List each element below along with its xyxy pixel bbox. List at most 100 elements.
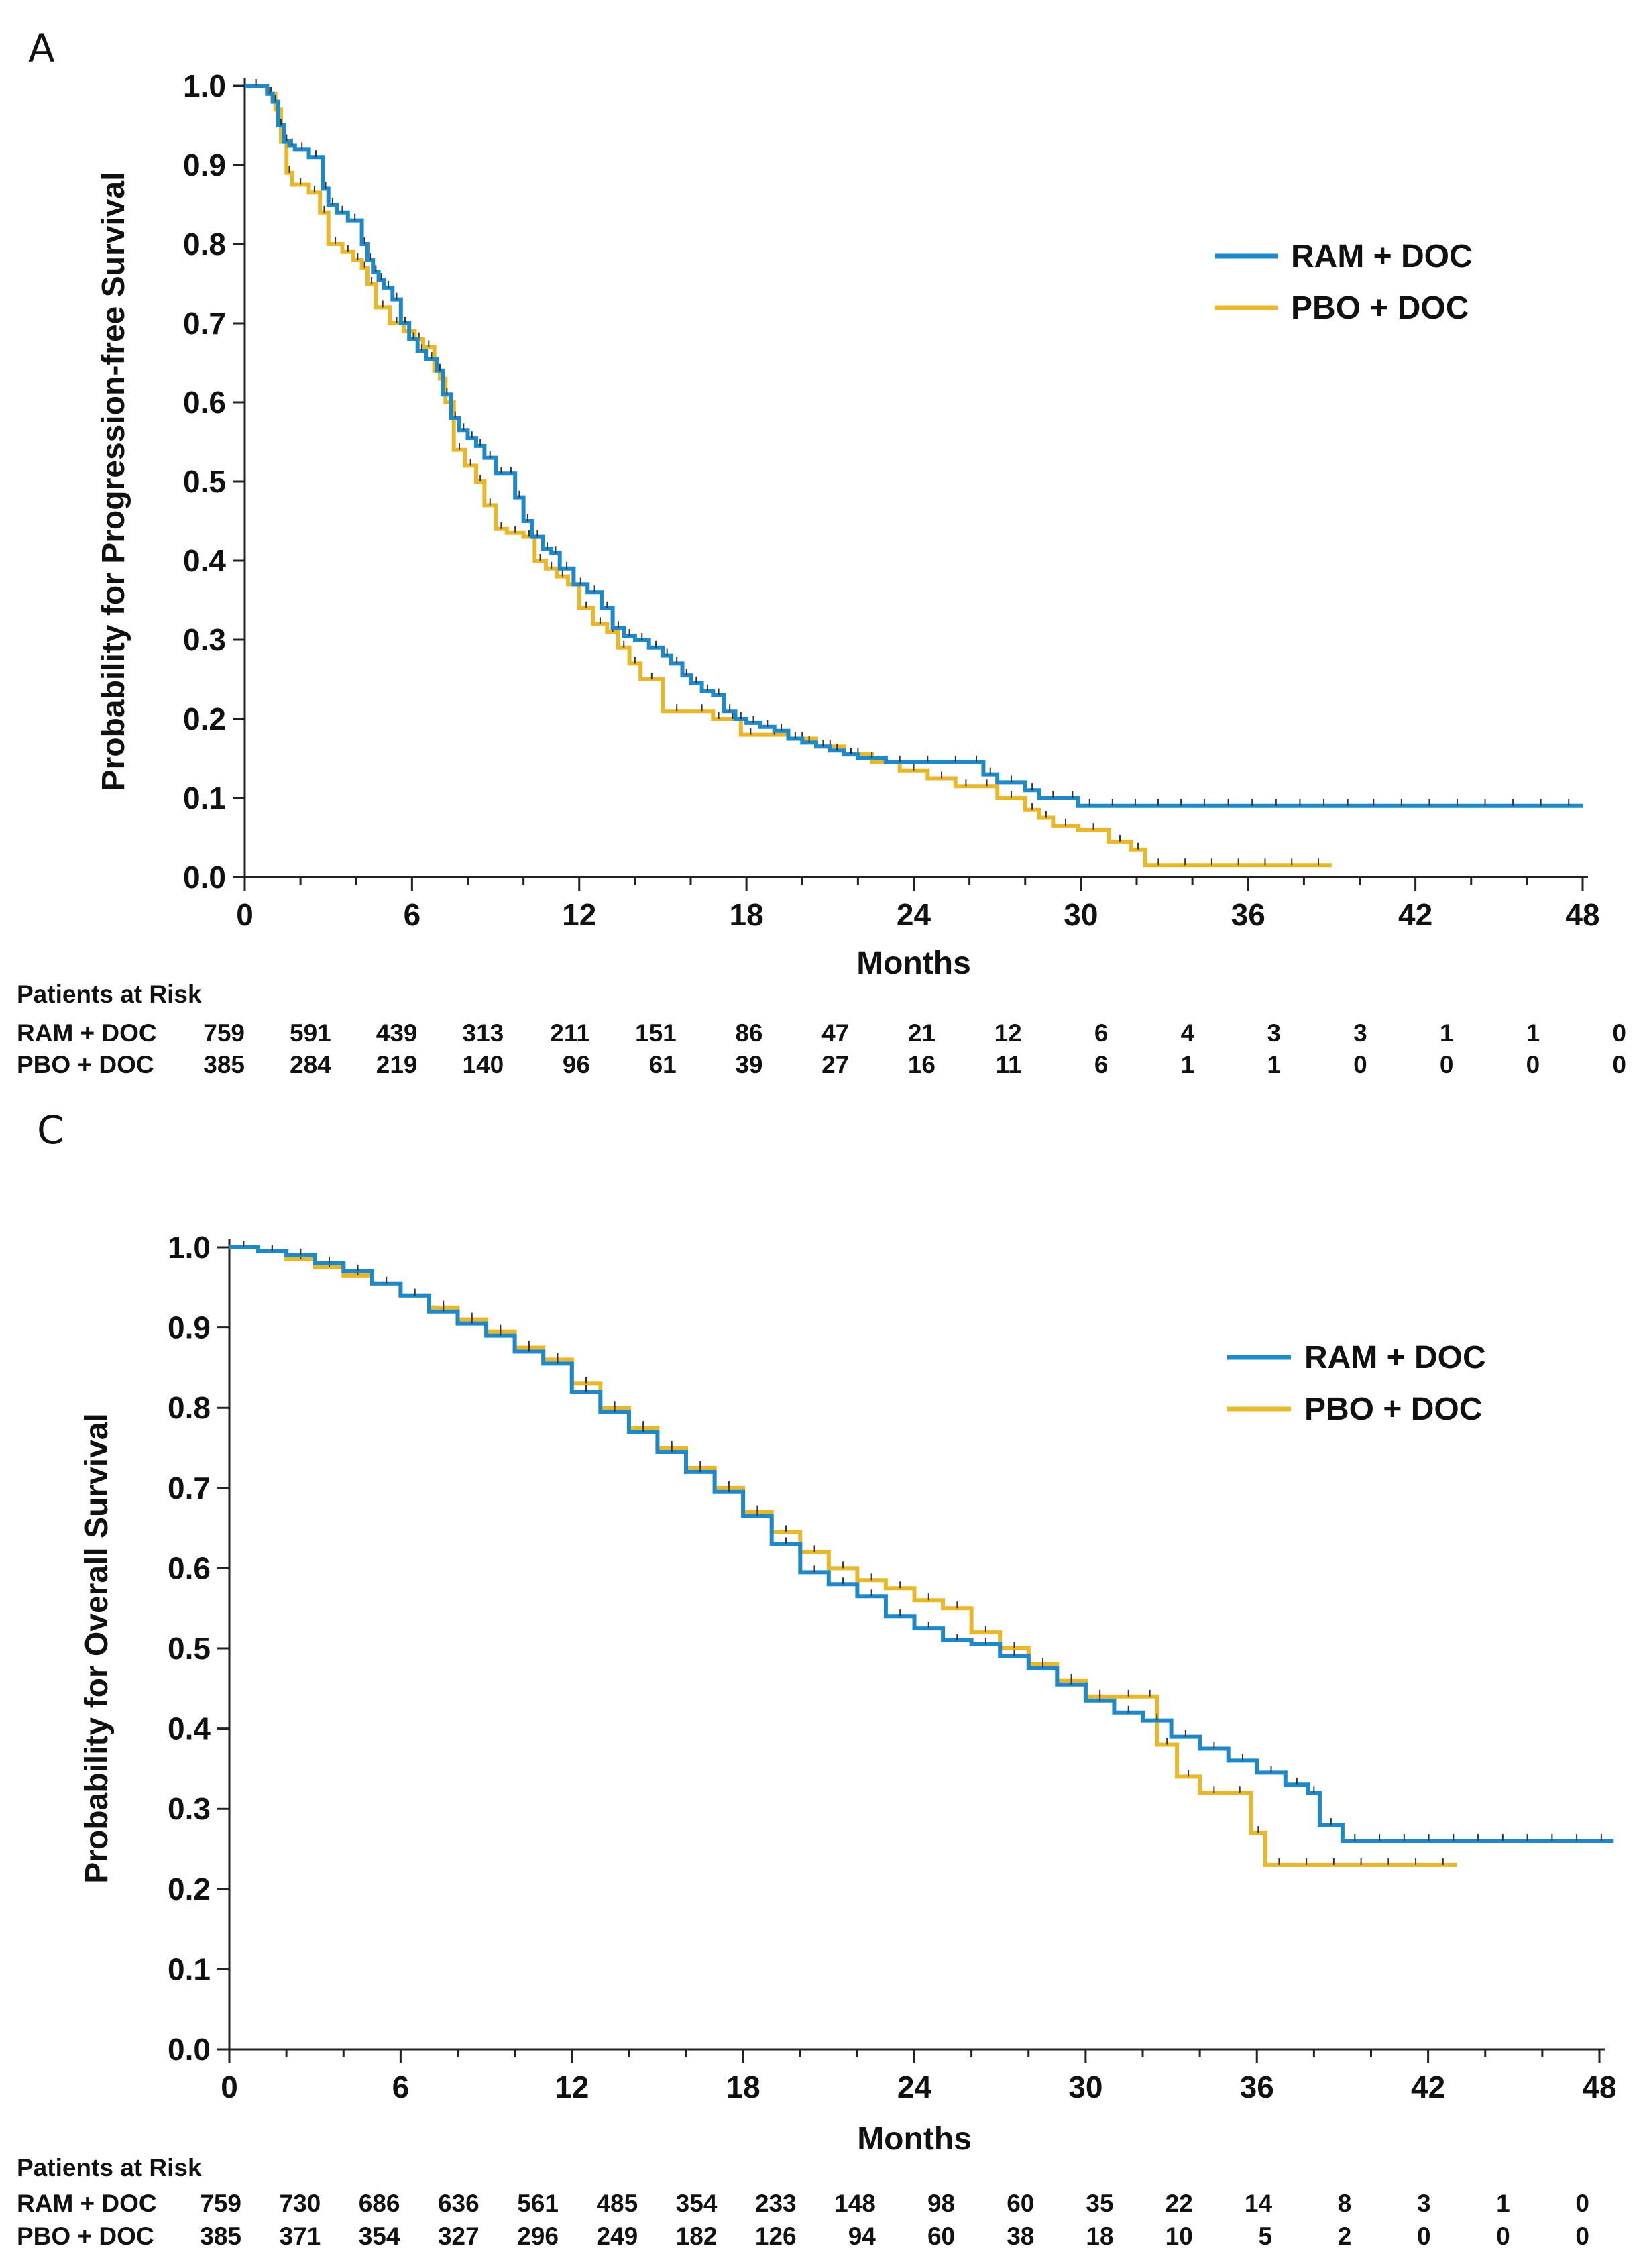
y-tick-label: 0.8 [183, 227, 226, 262]
risk-count: 1 [1526, 1019, 1540, 1047]
risk-count: 11 [996, 1051, 1022, 1078]
x-tick-label: 24 [897, 897, 931, 932]
risk-count: 2 [1338, 2222, 1352, 2250]
legend-label-pbo-doc: PBO + DOC [1291, 290, 1469, 326]
x-tick-label: 48 [1582, 2069, 1616, 2104]
x-tick-label: 18 [726, 2069, 760, 2104]
risk-count: 35 [1086, 2190, 1113, 2217]
risk-count: 636 [438, 2190, 479, 2217]
risk-count: 18 [1086, 2222, 1113, 2250]
risk-count: 591 [290, 1019, 331, 1047]
legend-label-pbo-doc: PBO + DOC [1304, 1392, 1482, 1427]
risk-count: 0 [1612, 1051, 1626, 1078]
risk-count: 1 [1267, 1051, 1281, 1078]
x-tick-label: 6 [404, 897, 421, 932]
risk-count: 140 [463, 1051, 504, 1078]
panel-a-plot-area: 0.0 0.1 0.2 0.3 0.4 0.5 0.6 0.7 0.8 0.9 1.0 0 6 12 18 2… [17, 68, 1626, 1078]
risk-count: 27 [821, 1051, 849, 1078]
risk-count: 148 [834, 2190, 876, 2217]
risk-count: 96 [563, 1051, 590, 1078]
x-tick-label: 36 [1240, 2069, 1274, 2104]
risk-row-label: RAM + DOC [17, 2190, 157, 2217]
risk-count: 284 [290, 1051, 331, 1078]
y-tick-label: 0.7 [168, 1471, 211, 1506]
panel-c-plot-area: 0.00.10.20.30.40.50.60.70.80.91.00 6 12 18 2… [17, 1230, 1617, 2250]
risk-count: 0 [1353, 1051, 1367, 1078]
risk-count: 47 [821, 1019, 849, 1047]
y-tick-label: 0.9 [168, 1310, 211, 1345]
series-line-ram-doc [245, 84, 1583, 808]
risk-count: 10 [1166, 2222, 1193, 2250]
risk-count: 371 [280, 2222, 321, 2250]
x-tick-label: 18 [730, 897, 764, 932]
x-tick-label: 42 [1398, 897, 1432, 932]
y-tick-label: 0.6 [183, 385, 226, 420]
x-tick-label: 0 [221, 2069, 238, 2104]
y-axis-title: Probability for Progression-free Surviva… [96, 172, 131, 791]
risk-count: 1 [1440, 1019, 1454, 1047]
y-tick-label: 0.4 [183, 543, 226, 578]
risk-row-label: PBO + DOC [17, 1051, 154, 1078]
risk-count: 354 [359, 2222, 400, 2250]
x-axis-title: Months [857, 2121, 972, 2157]
risk-count: 12 [995, 1019, 1022, 1047]
risk-count: 296 [517, 2222, 559, 2250]
y-tick-label: 0.5 [168, 1631, 211, 1666]
risk-count: 94 [848, 2222, 876, 2250]
x-tick-label: 36 [1231, 897, 1265, 932]
risk-count: 6 [1094, 1051, 1109, 1078]
risk-count: 1 [1181, 1051, 1195, 1078]
x-tick-label: 30 [1068, 2069, 1102, 2104]
risk-count: 22 [1166, 2190, 1193, 2217]
y-tick-label: 0.0 [183, 860, 226, 895]
x-tick-label: 0 [236, 897, 253, 932]
risk-count: 485 [596, 2190, 638, 2217]
x-tick-label: 12 [555, 2069, 589, 2104]
risk-count: 354 [676, 2190, 718, 2217]
y-tick-label: 0.7 [183, 306, 226, 341]
risk-count: 126 [755, 2222, 797, 2250]
y-tick-label: 0.2 [168, 1872, 211, 1907]
risk-count: 0 [1575, 2222, 1589, 2250]
risk-count: 211 [550, 1019, 590, 1047]
risk-count: 182 [676, 2222, 718, 2250]
y-tick-label: 1.0 [183, 68, 226, 103]
x-tick-label: 30 [1064, 897, 1098, 932]
risk-count: 686 [359, 2190, 400, 2217]
risk-count: 4 [1181, 1019, 1195, 1047]
risk-count: 39 [735, 1051, 762, 1078]
risk-count: 3 [1417, 2190, 1431, 2217]
y-tick-label: 0.8 [168, 1390, 211, 1425]
x-axis-title: Months [856, 946, 971, 981]
risk-row-label: PBO + DOC [17, 2222, 154, 2250]
y-tick-label: 0.1 [168, 1951, 211, 1986]
y-tick-label: 0.9 [183, 148, 226, 182]
y-tick-label: 0.5 [183, 464, 226, 499]
risk-count: 16 [908, 1051, 935, 1078]
risk-count: 0 [1496, 2222, 1510, 2250]
panel-a-letter: A [28, 25, 55, 71]
risk-count: 5 [1258, 2222, 1272, 2250]
risk-count: 0 [1575, 2190, 1589, 2217]
risk-count: 6 [1094, 1019, 1109, 1047]
y-tick-label: 0.4 [168, 1711, 211, 1746]
y-tick-label: 1.0 [168, 1230, 211, 1265]
risk-count: 86 [735, 1019, 762, 1047]
risk-count: 439 [376, 1019, 418, 1047]
risk-count: 0 [1440, 1051, 1454, 1078]
risk-count: 61 [649, 1051, 677, 1078]
risk-count: 0 [1526, 1051, 1540, 1078]
risk-table-title: Patients at Risk [17, 2154, 202, 2181]
risk-count: 3 [1353, 1019, 1367, 1047]
y-tick-label: 0.3 [183, 622, 226, 657]
risk-count: 0 [1612, 1019, 1626, 1047]
panel-a-pfs-chart: A 0.00.10.20.30.40.50.60.70.80.91.00 6 12 1… [17, 25, 1626, 1078]
y-axis-title: Probability for Overall Survival [79, 1413, 115, 1884]
panel-c-letter: C [37, 1107, 64, 1153]
series-line-pbo-doc [245, 84, 1332, 868]
y-tick-label: 0.6 [168, 1550, 211, 1585]
risk-count: 561 [517, 2190, 559, 2217]
risk-count: 0 [1417, 2222, 1431, 2250]
risk-count: 98 [927, 2190, 955, 2217]
panel-c-os-chart: C 0.00.10.20.30.40.50.60.70.80.91.00 6 12 1… [17, 1107, 1617, 2250]
